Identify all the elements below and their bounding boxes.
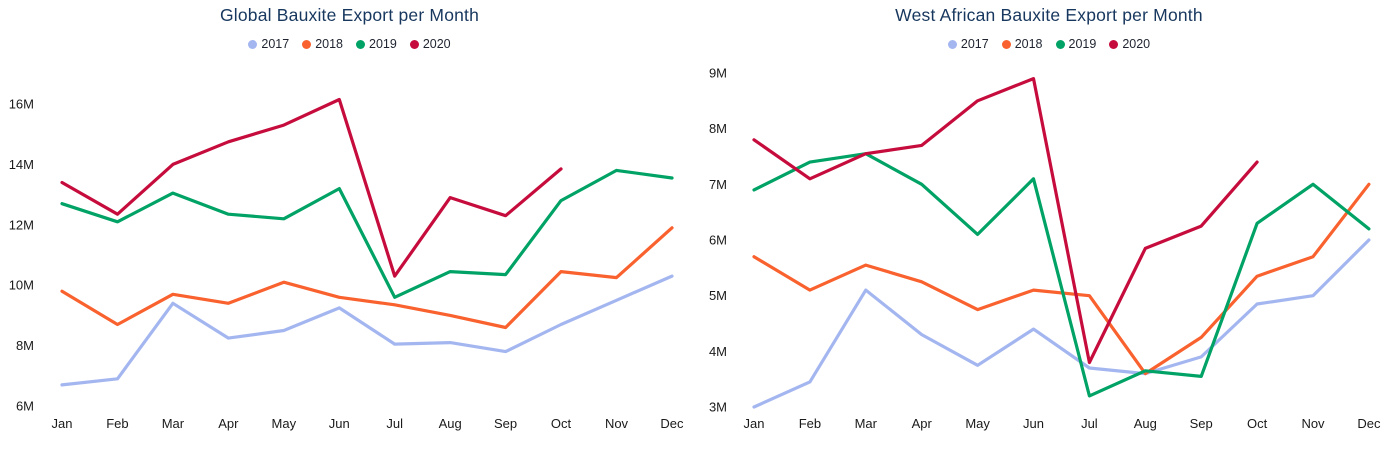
x-axis-tick-label: Feb <box>106 416 128 431</box>
x-axis-tick-label: Aug <box>439 416 462 431</box>
legend-item-label: 2019 <box>1068 37 1097 51</box>
legend-item-2019[interactable]: 2019 <box>356 37 397 51</box>
y-axis-tick-label: 8M <box>16 338 34 353</box>
legend-item-2017[interactable]: 2017 <box>248 37 289 51</box>
x-axis-tick-label: Dec <box>660 416 684 431</box>
y-axis-tick-label: 14M <box>9 157 34 172</box>
y-axis-tick-label: 3M <box>709 400 727 415</box>
legend-marker-dot <box>302 39 312 49</box>
x-axis-tick-label: Oct <box>551 416 572 431</box>
legend-marker-dot <box>947 39 957 49</box>
legend-marker-dot <box>1001 39 1011 49</box>
legend-item-label: 2017 <box>960 37 989 51</box>
series-line-2017 <box>752 238 1371 409</box>
legend-item-2018[interactable]: 2018 <box>1001 37 1043 51</box>
legend-item-label: 2018 <box>315 37 343 51</box>
x-axis-tick-label: Sep <box>494 416 517 431</box>
legend-marker-dot <box>1055 39 1065 49</box>
x-axis-tick-label: Jul <box>386 416 403 431</box>
x-axis-tick-label: Nov <box>605 416 629 431</box>
legend-marker-dot <box>1109 39 1119 49</box>
legend-item-label: 2019 <box>369 37 397 51</box>
chart-title: Global Bauxite Export per Month <box>219 5 480 25</box>
y-axis-tick-label: 5M <box>709 288 727 303</box>
x-axis-tick-label: Nov <box>1301 416 1325 431</box>
legend-item-2020[interactable]: 2020 <box>409 37 451 51</box>
global-chart-canvas: 6M 8M 10M 12M 14M 16M Jan Feb Mar Apr May Jun Jul Aug… <box>9 97 684 432</box>
legend-item-2020[interactable]: 2020 <box>1109 37 1150 51</box>
y-axis-tick-label: 8M <box>709 121 727 136</box>
y-axis-tick-label: 7M <box>709 177 727 192</box>
series-line-2018 <box>60 226 674 330</box>
legend-item-2019[interactable]: 2019 <box>1055 37 1097 51</box>
x-axis-tick-label: Mar <box>855 416 878 431</box>
y-axis-tick-label: 6M <box>709 233 727 248</box>
west-african-chart-canvas: 3M 4M 5M 6M 7M 8M 9M Jan Feb Mar Apr May Jun Jul Aug Se… <box>709 66 1381 432</box>
x-axis-tick-label: Jan <box>744 416 765 431</box>
chart-title: West African Bauxite Export per Month <box>895 5 1203 25</box>
legend-item-label: 2018 <box>1014 37 1043 51</box>
legend-item-2018[interactable]: 2018 <box>302 37 343 51</box>
global-chart-panel: 6M 8M 10M 12M 14M 16M Jan Feb Mar Apr May Jun Jul Aug… <box>0 0 699 451</box>
series-line-2019 <box>60 168 674 299</box>
legend-item-2017[interactable]: 2017 <box>947 37 989 51</box>
x-axis-tick-label: Jun <box>1023 416 1044 431</box>
x-axis-tick-label: Aug <box>1134 416 1157 431</box>
y-axis-tick-label: 6M <box>16 399 34 414</box>
x-axis-tick-label: Apr <box>912 416 933 431</box>
x-axis-tick-label: Sep <box>1190 416 1213 431</box>
legend-marker-dot <box>409 39 419 49</box>
series-line-2019 <box>752 152 1371 398</box>
series-line-2020 <box>752 76 1259 365</box>
legend-item-label: 2017 <box>261 37 290 51</box>
x-axis-tick-label: May <box>965 416 990 431</box>
legend-marker-dot <box>356 39 365 49</box>
y-axis-tick-label: 4M <box>709 344 727 359</box>
series-line-2020 <box>60 97 563 278</box>
x-axis-tick-label: Jun <box>329 416 350 431</box>
y-axis-tick-label: 9M <box>709 66 727 81</box>
legend-item-label: 2020 <box>422 37 451 51</box>
x-axis-tick-label: Mar <box>162 416 185 431</box>
west-african-chart-panel: 3M 4M 5M 6M 7M 8M 9M Jan Feb Mar Apr May Jun Jul Aug Se… <box>699 0 1399 451</box>
chart-legend: 2017 2018 2019 2020 <box>0 37 699 51</box>
y-axis-tick-label: 16M <box>9 97 34 112</box>
x-axis-tick-label: Jul <box>1081 416 1098 431</box>
x-axis-tick-label: May <box>272 416 297 431</box>
x-axis-tick-label: Feb <box>799 416 821 431</box>
x-axis-tick-label: Apr <box>218 416 239 431</box>
y-axis-tick-label: 10M <box>9 278 34 293</box>
x-axis-tick-label: Oct <box>1247 416 1268 431</box>
chart-legend: 2017 2018 2019 2020 <box>699 37 1399 51</box>
series-line-2017 <box>60 274 674 387</box>
y-axis-tick-label: 12M <box>9 217 34 232</box>
legend-marker-dot <box>248 39 258 49</box>
legend-item-label: 2020 <box>1122 37 1151 51</box>
x-axis-tick-label: Jan <box>52 416 73 431</box>
x-axis-tick-label: Dec <box>1357 416 1381 431</box>
